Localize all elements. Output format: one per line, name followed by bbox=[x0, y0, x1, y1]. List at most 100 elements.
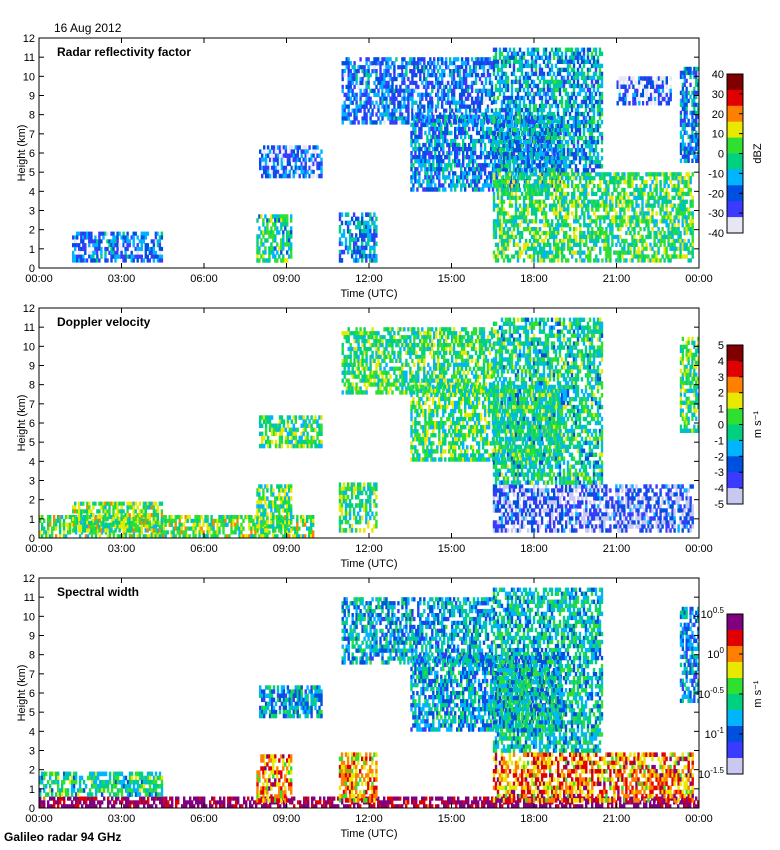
y-tick-label: 12 bbox=[23, 303, 35, 315]
colorbar-step bbox=[727, 127, 743, 131]
colorbar-tick-label: 10-0.5 bbox=[698, 686, 725, 701]
y-tick-label: 4 bbox=[29, 456, 35, 468]
colorbar-step bbox=[727, 225, 743, 229]
x-tick-label: 21:00 bbox=[603, 273, 631, 285]
x-tick-label: 03:00 bbox=[108, 273, 136, 285]
colorbar-step bbox=[727, 148, 743, 152]
colorbar-step bbox=[727, 103, 743, 107]
colorbar-step bbox=[727, 458, 743, 463]
colorbar-step bbox=[727, 113, 743, 117]
colorbar-tick-label: -2 bbox=[714, 451, 724, 463]
colorbar-step bbox=[727, 345, 743, 349]
x-axis-label: Time (UTC) bbox=[340, 828, 397, 840]
colorbar-step bbox=[727, 153, 743, 157]
colorbar-step bbox=[727, 79, 743, 83]
colorbar-step bbox=[727, 643, 743, 647]
colorbar-step bbox=[727, 92, 743, 96]
colorbar-step bbox=[727, 182, 743, 186]
echo-region-10 bbox=[679, 66, 699, 163]
y-tick-label: 6 bbox=[29, 688, 35, 700]
colorbar-step bbox=[727, 193, 743, 197]
colorbar-step bbox=[727, 448, 743, 452]
colorbar-step bbox=[727, 379, 743, 383]
colorbar-step bbox=[727, 731, 743, 735]
colorbar-step bbox=[727, 474, 743, 478]
panel-title: Doppler velocity bbox=[57, 315, 151, 329]
echo-region-8 bbox=[492, 47, 604, 173]
colorbar-step bbox=[727, 403, 743, 407]
y-axis-label: Height (km) bbox=[16, 395, 28, 452]
colorbar-tick-label: 0 bbox=[718, 149, 724, 161]
colorbar-step bbox=[727, 707, 743, 711]
y-tick-label: 10 bbox=[23, 341, 35, 353]
colorbar-step bbox=[727, 89, 743, 94]
x-tick-label: 15:00 bbox=[438, 543, 466, 555]
colorbar-label: dBZ bbox=[752, 143, 764, 163]
colorbar-step bbox=[727, 427, 743, 431]
colorbar-step bbox=[727, 659, 743, 663]
x-tick-label: 06:00 bbox=[190, 813, 218, 825]
colorbar-step bbox=[727, 222, 743, 226]
echo-region-8 bbox=[492, 752, 694, 803]
colorbar-step bbox=[727, 84, 743, 88]
colorbar-step bbox=[727, 723, 743, 727]
colorbar-step bbox=[727, 432, 743, 436]
colorbar-step bbox=[727, 387, 743, 391]
x-tick-label: 09:00 bbox=[273, 273, 301, 285]
echo-region-9 bbox=[616, 76, 672, 106]
colorbar-step bbox=[727, 469, 743, 473]
colorbar-step bbox=[727, 116, 743, 120]
colorbar-step bbox=[727, 638, 743, 642]
colorbar-tick-label: -30 bbox=[708, 208, 724, 220]
x-tick-label: 09:00 bbox=[273, 543, 301, 555]
colorbar-step bbox=[727, 635, 743, 639]
colorbar-step bbox=[727, 366, 743, 370]
y-tick-label: 0 bbox=[29, 533, 35, 545]
y-tick-label: 7 bbox=[29, 399, 35, 411]
colorbar-step bbox=[727, 702, 743, 706]
y-tick-label: 7 bbox=[29, 669, 35, 681]
colorbar-step bbox=[727, 416, 743, 420]
colorbar-step bbox=[727, 485, 743, 489]
y-tick-label: 5 bbox=[29, 437, 35, 449]
colorbar-step bbox=[727, 390, 743, 394]
x-tick-label: 00:00 bbox=[25, 543, 53, 555]
colorbar-step bbox=[727, 100, 743, 104]
colorbar-tick-label: -3 bbox=[714, 467, 724, 479]
colorbar-tick-label: -10 bbox=[708, 168, 724, 180]
colorbar-step bbox=[727, 177, 743, 181]
y-tick-label: 4 bbox=[29, 186, 35, 198]
colorbar-step bbox=[727, 358, 743, 362]
colorbar-step bbox=[727, 347, 743, 351]
x-tick-label: 21:00 bbox=[603, 543, 631, 555]
echo-region-10 bbox=[679, 336, 699, 433]
colorbar-step bbox=[727, 119, 743, 123]
data-field bbox=[39, 587, 699, 808]
colorbar-step bbox=[727, 371, 743, 375]
colorbar-step bbox=[727, 209, 743, 213]
colorbar-step bbox=[727, 766, 743, 770]
panel-title: Radar reflectivity factor bbox=[57, 45, 191, 59]
echo-region-3 bbox=[256, 754, 293, 803]
x-tick-label: 00:00 bbox=[685, 273, 713, 285]
colorbar: 100.5 100 10-0.5 10-1 10-1.5 m s⁻¹ bbox=[698, 606, 764, 781]
colorbar-step bbox=[727, 111, 743, 115]
colorbar-step bbox=[727, 614, 743, 618]
echo-region-8 bbox=[492, 484, 694, 533]
colorbar-step bbox=[727, 683, 743, 687]
colorbar-step bbox=[727, 352, 743, 357]
y-tick-label: 3 bbox=[29, 476, 35, 488]
colorbar-step bbox=[727, 400, 743, 404]
x-tick-label: 00:00 bbox=[685, 543, 713, 555]
colorbar-step bbox=[727, 161, 743, 165]
y-tick-label: 4 bbox=[29, 726, 35, 738]
colorbar: 5 4 3 2 1 0 -1 -2 -3 -4 -5 m s⁻¹ bbox=[714, 340, 764, 511]
echo-region-5 bbox=[341, 57, 494, 125]
colorbar-step bbox=[727, 164, 743, 168]
colorbar-step bbox=[727, 466, 743, 471]
colorbar-step bbox=[727, 739, 743, 743]
y-tick-label: 9 bbox=[29, 631, 35, 643]
colorbar-step bbox=[727, 74, 743, 78]
echo-region-4 bbox=[259, 415, 323, 449]
colorbar-label: m s⁻¹ bbox=[752, 680, 764, 708]
